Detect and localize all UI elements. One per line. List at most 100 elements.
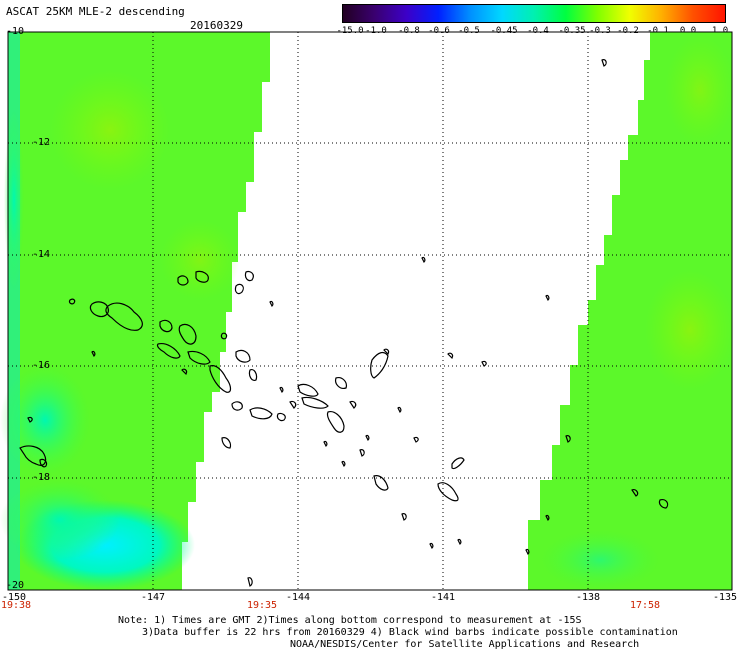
island <box>401 513 407 521</box>
island <box>447 352 454 360</box>
island <box>209 365 232 393</box>
colorbar-label: -0.2 <box>617 26 639 36</box>
island <box>365 434 370 442</box>
lat-label: -18 <box>32 472 51 483</box>
island <box>565 435 571 443</box>
island <box>326 411 345 433</box>
island <box>105 302 143 331</box>
island <box>195 270 209 283</box>
colorbar-label: -0.35 <box>558 26 586 36</box>
colorbar-label: -0.6 <box>428 26 450 36</box>
island <box>89 301 109 318</box>
island <box>525 548 530 556</box>
island <box>545 514 550 522</box>
island <box>220 332 228 340</box>
colorbar-label: -0.45 <box>490 26 518 36</box>
product-title: ASCAT 25KM MLE-2 descending <box>6 5 185 18</box>
island <box>178 323 197 345</box>
graticule <box>8 32 732 590</box>
island <box>658 499 669 509</box>
lon-label: -141 <box>430 592 456 603</box>
island <box>247 577 253 587</box>
island <box>19 445 47 466</box>
colorbar-label: 1.0 <box>711 26 729 36</box>
colorbar-labels: -15.0 -1.0 -0.8 -0.6 -0.5 -0.45 -0.4 -0.… <box>330 26 735 38</box>
island <box>383 348 390 356</box>
island <box>289 400 297 409</box>
island <box>249 407 273 420</box>
right-swath <box>528 32 735 590</box>
island <box>545 294 550 302</box>
note-line: Note: 1) Times are GMT 2)Times along bot… <box>118 615 582 626</box>
cyan-area <box>4 110 24 290</box>
island <box>297 383 319 397</box>
island <box>335 377 347 389</box>
island <box>234 283 244 295</box>
island <box>437 482 459 502</box>
island <box>177 275 189 286</box>
coastlines <box>19 59 669 587</box>
island <box>244 270 254 282</box>
yellow-green-area <box>50 70 170 190</box>
island <box>231 401 243 411</box>
pass-time: 17:58 <box>629 600 661 611</box>
pass-time: 19:38 <box>0 600 32 611</box>
island <box>323 440 328 448</box>
yellow-green-area <box>160 220 240 300</box>
island <box>397 406 402 414</box>
colorbar-label: 0.0 <box>679 26 697 36</box>
colorbar-label: -0.8 <box>398 26 420 36</box>
island <box>159 319 173 333</box>
island <box>421 256 426 264</box>
island <box>181 368 188 376</box>
right-swath-field <box>528 32 732 590</box>
lat-label: -12 <box>32 137 51 148</box>
note-line: 3)Data buffer is 22 hrs from 20160329 4)… <box>142 627 678 638</box>
colorbar-label: -0.4 <box>527 26 549 36</box>
island <box>341 460 346 468</box>
island <box>413 436 419 443</box>
note-credit: NOAA/NESDIS/Center for Satellite Applica… <box>290 639 640 650</box>
product-date: 20160329 <box>190 19 243 32</box>
yellow-green-area <box>665 35 735 145</box>
colorbar-label: -0.5 <box>458 26 480 36</box>
left-swath <box>0 32 270 590</box>
cyan-area <box>540 530 660 590</box>
lon-label: -147 <box>140 592 166 603</box>
colorbar-label: -0.3 <box>589 26 611 36</box>
lat-label: -10 <box>6 26 25 37</box>
island <box>39 458 48 468</box>
island <box>601 59 607 67</box>
island <box>481 360 487 367</box>
island <box>27 416 33 423</box>
colorbar <box>342 4 726 23</box>
cyan-area <box>0 480 120 560</box>
lon-label: -150 <box>1 592 27 603</box>
island <box>235 349 251 363</box>
lon-label: -135 <box>712 592 738 603</box>
island <box>457 538 462 546</box>
colorbar-label: -1.0 <box>365 26 387 36</box>
island <box>370 351 389 379</box>
plot-frame <box>7 31 733 591</box>
island <box>221 437 232 449</box>
yellow-green-area <box>645 270 735 390</box>
island <box>187 350 211 365</box>
island <box>373 475 389 491</box>
lat-label: -20 <box>6 580 25 591</box>
island <box>301 396 329 409</box>
island <box>429 542 434 550</box>
lon-label: -144 <box>285 592 311 603</box>
island <box>631 489 639 497</box>
pass-time: 19:35 <box>246 600 278 611</box>
island <box>349 400 357 409</box>
island <box>276 412 286 422</box>
colorbar-label: -15.0 <box>336 26 364 36</box>
island <box>279 386 284 394</box>
lat-label: -16 <box>32 360 51 371</box>
colorbar-label: -0.1 <box>647 26 669 36</box>
island <box>156 343 181 359</box>
island <box>91 350 96 358</box>
island <box>269 300 274 308</box>
island <box>451 457 465 470</box>
